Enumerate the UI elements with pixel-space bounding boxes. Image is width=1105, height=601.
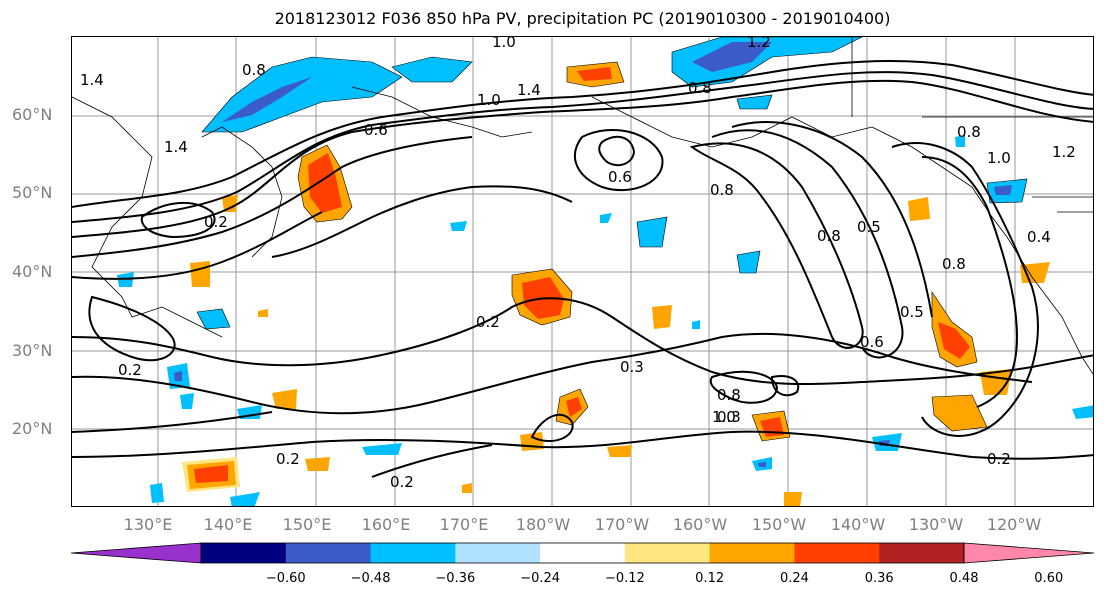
contour-label: 0.5: [857, 218, 881, 236]
contour-label: 0.5: [900, 303, 924, 321]
contour-label: 0.6: [364, 121, 388, 139]
contour-label: 0.8: [942, 255, 966, 273]
lon-label: 160°E: [361, 515, 411, 534]
colorbar-extend-low: [71, 542, 202, 564]
pv-contours: [72, 60, 1093, 478]
lat-label-20n: 20°N: [12, 419, 53, 438]
contour-label: 0.8: [710, 181, 734, 199]
colorbar-tick-label: 0.36: [864, 571, 894, 586]
contour-label: 1.4: [517, 81, 541, 99]
lat-label-30n: 30°N: [12, 341, 53, 360]
contour-label: 1.0: [477, 91, 501, 109]
colorbar-segment: [709, 543, 795, 563]
contour-label: 0.8: [242, 61, 266, 79]
lon-label: 130°W: [908, 515, 964, 534]
contour-label: 0.8: [957, 123, 981, 141]
contour-label: 0.2: [390, 473, 414, 491]
colorbar-segment: [879, 543, 965, 563]
lat-label-40n: 40°N: [12, 262, 53, 281]
colorbar-tick-label: 0.48: [949, 571, 979, 586]
colorbar-extend-high: [963, 542, 1094, 564]
contour-label: 0.8: [688, 79, 712, 97]
lon-label: 120°W: [986, 515, 1042, 534]
lon-label: 170°W: [594, 515, 650, 534]
contour-label: 0.8: [817, 227, 841, 245]
contour-label: 0.4: [1027, 228, 1051, 246]
map-title: 2018123012 F036 850 hPa PV, precipitatio…: [274, 9, 891, 28]
lon-label: 140°E: [203, 515, 253, 534]
colorbar-tick-label: −0.60: [265, 571, 306, 586]
contour-label: 1.0: [492, 37, 516, 51]
lon-label: 150°W: [751, 515, 807, 534]
coastlines: [72, 37, 1093, 375]
colorbar-segment: [370, 543, 456, 563]
contour-label: 0.3: [620, 358, 644, 376]
lon-label: 180°W: [515, 515, 571, 534]
colorbar-tick-label: 0.24: [779, 571, 809, 586]
colorbar-tick-label: −0.48: [350, 571, 391, 586]
map-plot-area: 1.4 0.8 1.0 1.0 1.4 0.6 0.6 1.2 0.8 0.8 …: [71, 36, 1094, 507]
colorbar-segment: [285, 543, 372, 563]
contour-labels: 1.4 0.8 1.0 1.0 1.4 0.6 0.6 1.2 0.8 0.8 …: [80, 37, 1076, 491]
colorbar-tick-label: 0.60: [1034, 571, 1064, 586]
colorbar-tick-label: 0.12: [695, 571, 725, 586]
colorbar-segment: [794, 543, 880, 563]
colorbar-segment: [201, 543, 287, 563]
contour-label: 0.6: [860, 333, 884, 351]
lat-label-50n: 50°N: [12, 183, 53, 202]
colorbar-tick-label: −0.12: [604, 571, 645, 586]
contour-label: 1.2: [1052, 143, 1076, 161]
colorbar-outline: [200, 542, 965, 564]
colorbar-segment: [624, 543, 711, 563]
contour-label: 1.4: [80, 71, 104, 89]
contour-label: 0.3: [717, 408, 741, 426]
map-canvas: 1.4 0.8 1.0 1.0 1.4 0.6 0.6 1.2 0.8 0.8 …: [72, 37, 1093, 506]
contour-label: 0.2: [987, 450, 1011, 468]
colorbar-segment: [455, 543, 541, 563]
contour-label: 0.2: [118, 361, 142, 379]
lon-label: 160°W: [672, 515, 728, 534]
colorbar-tick-label: −0.24: [520, 571, 561, 586]
colorbar-segment: [540, 543, 626, 563]
lat-label-60n: 60°N: [12, 105, 53, 124]
contour-label: 0.8: [717, 386, 741, 404]
lon-label: 140°W: [830, 515, 886, 534]
contour-label: 0.6: [608, 168, 632, 186]
contour-label: 0.2: [276, 450, 300, 468]
positive-precip-patches: [182, 61, 1050, 506]
negative-precip-patches: [117, 37, 1093, 506]
contour-label: 1.4: [164, 138, 188, 156]
lon-label: 130°E: [123, 515, 173, 534]
contour-label: 0.2: [476, 313, 500, 331]
lon-label: 150°E: [282, 515, 332, 534]
colorbar-tick-label: −0.36: [435, 571, 476, 586]
contour-label: 1.2: [747, 37, 771, 51]
colorbar-segments: [71, 542, 1094, 564]
contour-label: 0.2: [204, 213, 228, 231]
contour-label: 1.0: [712, 408, 736, 426]
colorbar: [71, 542, 1094, 564]
lon-label: 170°E: [439, 515, 489, 534]
contour-label: 1.0: [987, 149, 1011, 167]
